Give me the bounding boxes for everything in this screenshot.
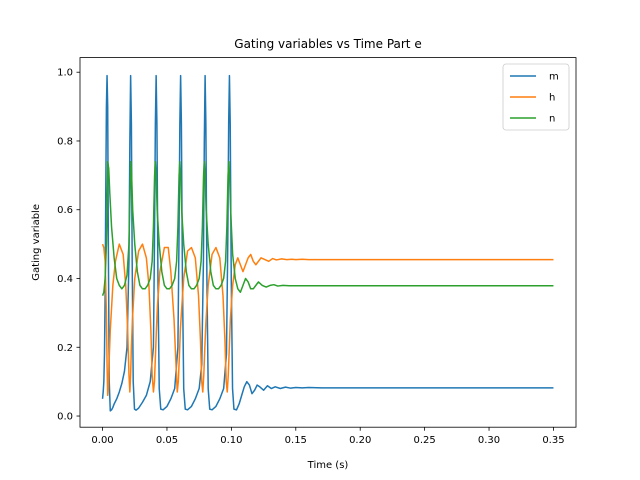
x-tick-label: 0.05 [156, 435, 178, 446]
x-tick-label: 0.10 [220, 435, 242, 446]
y-tick-label: 0.6 [57, 205, 73, 216]
series-line-m [101, 74, 554, 412]
y-axis-label: Gating variable [31, 204, 42, 281]
legend-label-h: h [549, 93, 555, 104]
x-axis-ticks: 0.00 0.05 0.10 0.15 0.20 0.25 0.30 0.35 [91, 427, 565, 446]
y-tick-label: 0.2 [57, 343, 73, 354]
series-layer [101, 74, 554, 412]
y-tick-label: 0.4 [57, 274, 73, 285]
x-tick-label: 0.20 [349, 435, 371, 446]
y-axis-ticks: 0.0 0.2 0.4 0.6 0.8 1.0 [57, 68, 80, 423]
legend: mhn [502, 63, 570, 131]
x-tick-label: 0.25 [413, 435, 435, 446]
y-tick-label: 1.0 [57, 68, 73, 79]
x-tick-label: 0.15 [285, 435, 307, 446]
y-tick-label: 0.0 [57, 412, 73, 423]
x-tick-label: 0.00 [91, 435, 113, 446]
legend-label-m: m [549, 72, 559, 83]
x-tick-label: 0.35 [542, 435, 564, 446]
series-line-h [101, 243, 554, 397]
chart-title: Gating variables vs Time Part e [234, 37, 421, 51]
legend-label-n: n [549, 114, 555, 125]
y-tick-label: 0.8 [57, 136, 73, 147]
x-tick-label: 0.30 [478, 435, 500, 446]
x-axis-label: Time (s) [307, 460, 349, 471]
plot-area-frame [79, 57, 577, 428]
series-line-n [101, 160, 554, 296]
